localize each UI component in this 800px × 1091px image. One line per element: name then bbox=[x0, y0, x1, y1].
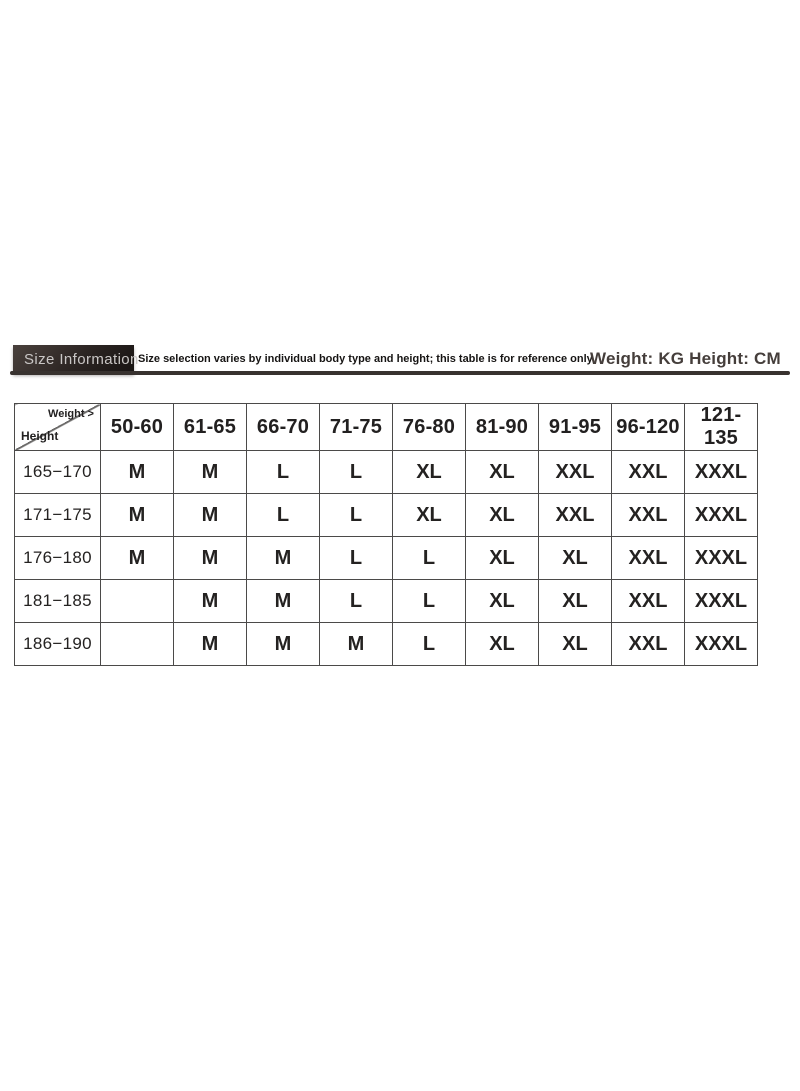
size-cell: M bbox=[173, 579, 247, 623]
size-cell: M bbox=[100, 536, 174, 580]
size-cell: XL bbox=[392, 450, 466, 494]
size-cell: M bbox=[173, 493, 247, 537]
table-row: 165−170 M M L L XL XL XXL XXL XXXL bbox=[14, 450, 758, 494]
weight-range-header: 76-80 bbox=[392, 403, 466, 451]
size-cell: L bbox=[246, 493, 320, 537]
size-cell: M bbox=[246, 536, 320, 580]
weight-range-header: 91-95 bbox=[538, 403, 612, 451]
height-row-label: 171−175 bbox=[14, 493, 101, 537]
size-cell: L bbox=[392, 536, 466, 580]
corner-cell: Weight > Height bbox=[14, 403, 101, 451]
size-cell: XL bbox=[538, 536, 612, 580]
height-row-label: 176−180 bbox=[14, 536, 101, 580]
size-cell bbox=[100, 579, 174, 623]
size-cell: XXXL bbox=[684, 579, 758, 623]
weight-range-header: 50-60 bbox=[100, 403, 174, 451]
size-information-banner: Size Information bbox=[13, 345, 138, 373]
weight-range-header: 66-70 bbox=[246, 403, 320, 451]
table-row: 176−180 M M M L L XL XL XXL XXXL bbox=[14, 536, 758, 580]
size-cell: L bbox=[392, 622, 466, 666]
size-cell: XL bbox=[465, 579, 539, 623]
size-cell: M bbox=[100, 493, 174, 537]
table-row: 181−185 M M L L XL XL XXL XXXL bbox=[14, 579, 758, 623]
size-cell: M bbox=[246, 622, 320, 666]
size-cell: XXL bbox=[538, 493, 612, 537]
size-cell: XL bbox=[538, 622, 612, 666]
size-cell: XXXL bbox=[684, 450, 758, 494]
size-cell: M bbox=[173, 450, 247, 494]
weight-range-header: 96-120 bbox=[611, 403, 685, 451]
table-row: 171−175 M M L L XL XL XXL XXL XXXL bbox=[14, 493, 758, 537]
size-cell: M bbox=[246, 579, 320, 623]
banner-title: Size Information bbox=[24, 350, 139, 368]
size-cell: XXXL bbox=[684, 493, 758, 537]
table-header-row: Weight > Height 50-60 61-65 66-70 71-75 76-8… bbox=[14, 403, 758, 451]
header-divider bbox=[10, 371, 790, 375]
size-cell: XXL bbox=[611, 493, 685, 537]
height-row-label: 186−190 bbox=[14, 622, 101, 666]
size-cell: XL bbox=[538, 579, 612, 623]
size-table-body: 165−170 M M L L XL XL XXL XXL XXXL 171−175 M M L L XL XL… bbox=[14, 450, 758, 666]
size-cell bbox=[100, 622, 174, 666]
size-cell: M bbox=[173, 536, 247, 580]
size-cell: XL bbox=[465, 536, 539, 580]
size-cell: XXL bbox=[538, 450, 612, 494]
size-cell: XXL bbox=[611, 450, 685, 494]
size-cell: M bbox=[100, 450, 174, 494]
units-label: Weight: KG Height: CM bbox=[590, 349, 781, 368]
size-disclaimer-text: Size selection varies by individual body… bbox=[138, 353, 596, 365]
size-cell: XXL bbox=[611, 622, 685, 666]
size-cell: XL bbox=[465, 493, 539, 537]
size-cell: L bbox=[319, 536, 393, 580]
weight-range-header: 71-75 bbox=[319, 403, 393, 451]
size-cell: M bbox=[173, 622, 247, 666]
size-cell: M bbox=[319, 622, 393, 666]
size-cell: XXXL bbox=[684, 622, 758, 666]
size-chart-table: Weight > Height 50-60 61-65 66-70 71-75 76-8… bbox=[14, 403, 758, 666]
size-cell: L bbox=[319, 579, 393, 623]
corner-height-label: Height bbox=[21, 429, 59, 443]
weight-range-header: 81-90 bbox=[465, 403, 539, 451]
height-row-label: 165−170 bbox=[14, 450, 101, 494]
table-row: 186−190 M M M L XL XL XXL XXXL bbox=[14, 622, 758, 666]
size-cell: XXL bbox=[611, 536, 685, 580]
weight-range-header: 121-135 bbox=[684, 403, 758, 451]
height-row-label: 181−185 bbox=[14, 579, 101, 623]
size-cell: XXL bbox=[611, 579, 685, 623]
size-cell: L bbox=[319, 493, 393, 537]
size-cell: XL bbox=[465, 622, 539, 666]
corner-weight-label: Weight > bbox=[48, 408, 94, 420]
size-cell: L bbox=[246, 450, 320, 494]
size-cell: XL bbox=[392, 493, 466, 537]
size-cell: XL bbox=[465, 450, 539, 494]
size-cell: L bbox=[319, 450, 393, 494]
size-cell: L bbox=[392, 579, 466, 623]
size-cell: XXXL bbox=[684, 536, 758, 580]
weight-range-header: 61-65 bbox=[173, 403, 247, 451]
